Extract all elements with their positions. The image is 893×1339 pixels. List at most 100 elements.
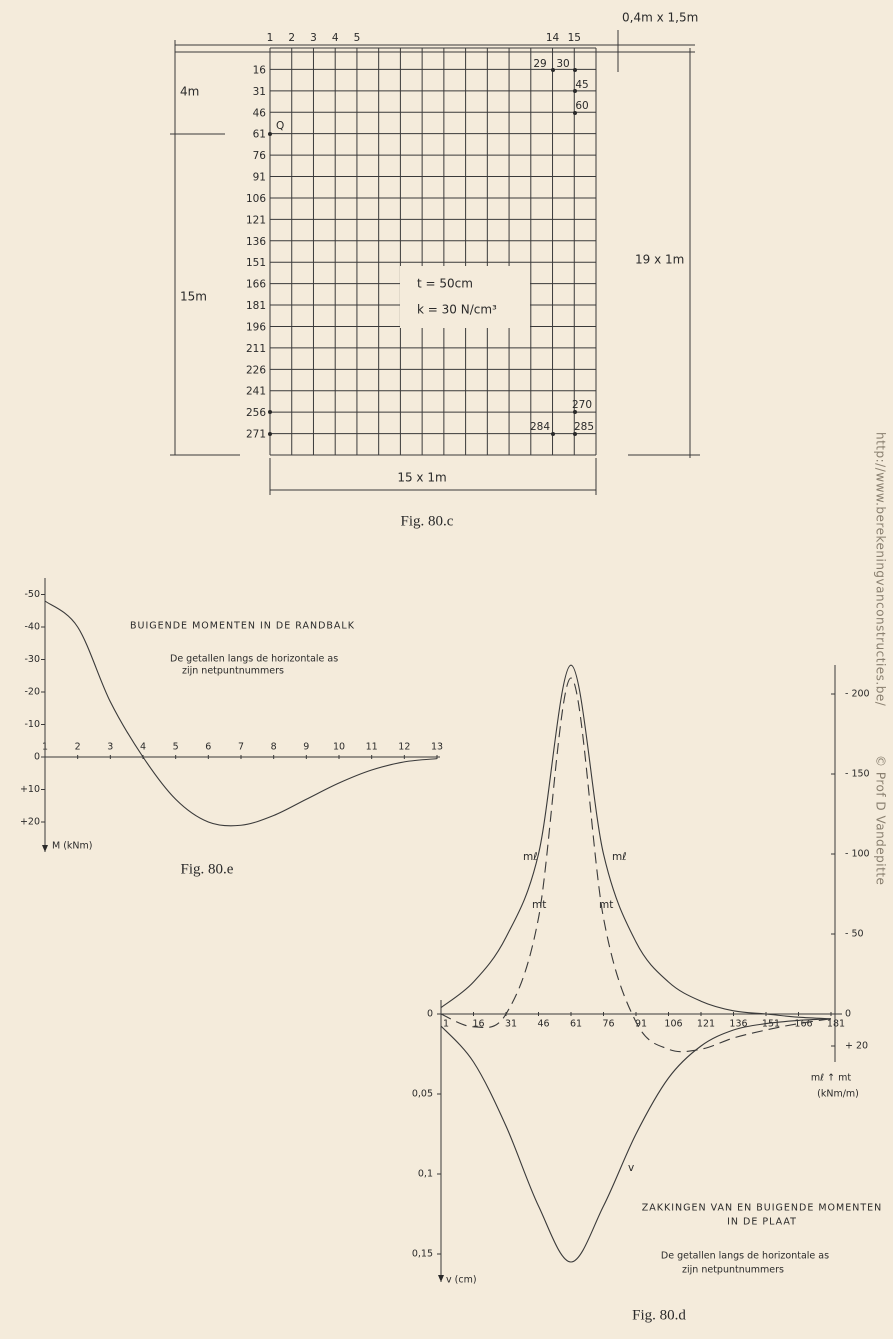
- dimension-label: 19 x 1m: [635, 253, 684, 267]
- row-label: 76: [253, 150, 267, 162]
- node-dots: [268, 68, 577, 436]
- y-tick-label: 0: [34, 752, 40, 763]
- column-label: 2: [288, 32, 295, 44]
- chart-title: ZAKKINGEN VAN EN BUIGENDE MOMENTEN: [642, 1203, 882, 1214]
- note: De getallen langs de horizontale as: [661, 1251, 829, 1262]
- curve-label: mℓ: [612, 851, 627, 863]
- curve-label: v: [628, 1162, 634, 1174]
- watermark: © Prof D Vandepitte: [874, 755, 888, 885]
- row-label: 151: [246, 257, 266, 269]
- y-tick-label: -10: [24, 719, 40, 730]
- property-box: [400, 266, 530, 328]
- row-label: 46: [253, 107, 267, 119]
- y-tick-label: 0,15: [412, 1249, 433, 1260]
- dimension-label: 15 x 1m: [397, 471, 446, 485]
- y2-tick-label: - 150: [845, 769, 870, 780]
- curve-label: mℓ: [523, 851, 538, 863]
- row-label: 211: [246, 343, 266, 355]
- slab-property: k = 30 N/cm³: [417, 303, 497, 317]
- data-line: [440, 677, 832, 1053]
- x-tick-label: 16: [472, 1019, 484, 1030]
- y2-tick-label: - 200: [845, 689, 870, 700]
- x-tick-label: 2: [75, 742, 81, 753]
- row-label: 181: [246, 300, 266, 312]
- node-label: 270: [572, 399, 592, 411]
- y-tick-label: +20: [20, 817, 40, 828]
- x-tick-label: 46: [537, 1019, 549, 1030]
- row-label: 256: [246, 407, 266, 419]
- row-label: 121: [246, 214, 266, 226]
- axis-arrow: [42, 845, 48, 852]
- row-label: 196: [246, 321, 266, 333]
- y2-tick-label: - 50: [845, 929, 864, 940]
- column-label: 4: [332, 32, 339, 44]
- node-label: 284: [530, 421, 550, 433]
- node-label: 60: [575, 100, 588, 112]
- x-tick-label: 7: [238, 742, 244, 753]
- x-tick-label: 151: [762, 1019, 780, 1030]
- dimension-label: 0,4m x 1,5m: [622, 11, 698, 25]
- y-tick-label: +10: [20, 784, 40, 795]
- y-tick-label: 0: [427, 1009, 433, 1020]
- x-tick-label: 13: [431, 742, 443, 753]
- row-label: 91: [253, 172, 266, 184]
- column-label: 1: [267, 32, 274, 44]
- note: zijn netpuntnummers: [682, 1265, 784, 1276]
- node-label: 29: [533, 58, 546, 70]
- dimension-label: 15m: [180, 290, 207, 304]
- node-label: 30: [556, 58, 569, 70]
- data-line: [440, 664, 832, 1020]
- x-tick-label: 6: [205, 742, 211, 753]
- row-label: 61: [253, 129, 266, 141]
- row-label: 31: [253, 86, 266, 98]
- y2-tick-label: 0: [845, 1009, 851, 1020]
- x-tick-label: 3: [107, 742, 113, 753]
- caption: Fig. 80.d: [632, 1307, 686, 1323]
- x-tick-label: 166: [794, 1019, 812, 1030]
- row-label: 166: [246, 279, 266, 291]
- y2-tick-label: + 20: [845, 1041, 868, 1052]
- x-tick-label: 12: [398, 742, 410, 753]
- chart-title: IN DE PLAAT: [727, 1217, 797, 1228]
- caption: Fig. 80.e: [181, 861, 234, 877]
- column-label: 14: [546, 32, 560, 44]
- curve-label: mt: [599, 899, 613, 911]
- axis-arrow: [438, 1275, 444, 1282]
- x-tick-label: 76: [602, 1019, 614, 1030]
- curve-label: mt: [532, 899, 546, 911]
- column-label: 3: [310, 32, 317, 44]
- x-tick-label: 8: [271, 742, 277, 753]
- x-tick-label: 1: [443, 1019, 449, 1030]
- y-tick-label: -30: [24, 654, 40, 665]
- y-axis-label: M (kNm): [52, 841, 93, 852]
- data-line: [44, 600, 438, 827]
- note: De getallen langs de horizontale as: [170, 654, 338, 665]
- row-label: 136: [246, 236, 266, 248]
- row-label: 16: [253, 64, 267, 76]
- x-tick-label: 9: [303, 742, 309, 753]
- row-label: 271: [246, 429, 266, 441]
- y-axis-label: v (cm): [446, 1275, 477, 1286]
- x-tick-label: 11: [366, 742, 378, 753]
- slab-property: t = 50cm: [417, 277, 473, 291]
- x-tick-label: 106: [664, 1019, 682, 1030]
- x-tick-label: 61: [570, 1019, 582, 1030]
- x-tick-label: 10: [333, 742, 345, 753]
- x-tick-label: 5: [173, 742, 179, 753]
- y2-axis-label: mℓ ↑ mt: [811, 1073, 851, 1084]
- x-tick-label: 136: [729, 1019, 747, 1030]
- column-label: 5: [354, 32, 361, 44]
- y-tick-label: -20: [24, 687, 40, 698]
- x-tick-label: 31: [505, 1019, 517, 1030]
- y2-axis-label: (kNm/m): [817, 1089, 859, 1100]
- watermark: http://www.berekeningvanconstructies.be/: [874, 432, 888, 707]
- x-tick-label: 4: [140, 742, 146, 753]
- chart-title: BUIGENDE MOMENTEN IN DE RANDBALK: [130, 621, 355, 632]
- caption: Fig. 80.c: [401, 513, 454, 529]
- row-label: 226: [246, 364, 266, 376]
- y2-tick-label: - 100: [845, 849, 870, 860]
- column-label: 15: [568, 32, 581, 44]
- note: zijn netpuntnummers: [182, 666, 284, 677]
